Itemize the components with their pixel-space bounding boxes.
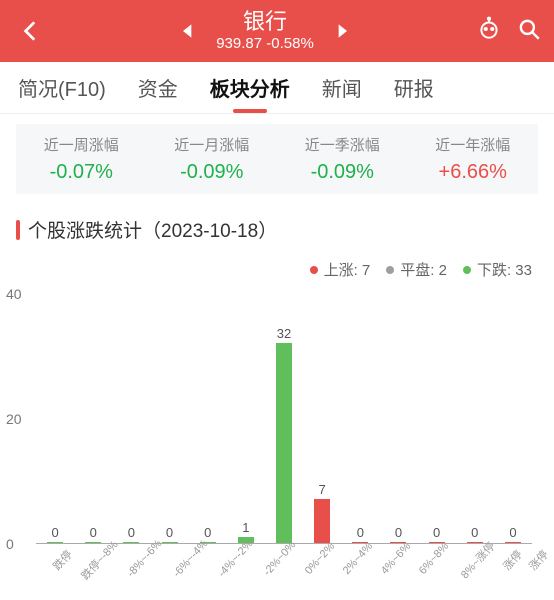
bar-chart: 0 0 0 0 0 1 32 7 0 0 bbox=[36, 286, 538, 544]
bar-value-label: 0 bbox=[128, 525, 135, 540]
bar-value-label: 0 bbox=[166, 525, 173, 540]
bar bbox=[162, 542, 178, 543]
bar-value-label: 7 bbox=[319, 482, 326, 497]
bar-col: 0 bbox=[418, 294, 456, 543]
stock-quote: 939.87 -0.58% bbox=[216, 35, 314, 53]
period-stat: 近一月涨幅 -0.09% bbox=[147, 134, 278, 184]
section-title: 个股涨跌统计（2023-10-18） bbox=[16, 216, 538, 243]
chart-x-labels: 跌停跌停~-8%-8%~-6%-6%~-4%-4%~-2%-2%~0%0%~2%… bbox=[36, 548, 538, 574]
stat-value: +6.66% bbox=[408, 161, 539, 184]
y-tick-label: 40 bbox=[6, 286, 22, 302]
stat-label: 近一月涨幅 bbox=[147, 134, 278, 155]
bar-col: 1 bbox=[227, 294, 265, 543]
bar-col: 0 bbox=[456, 294, 494, 543]
stat-label: 近一年涨幅 bbox=[408, 134, 539, 155]
bar-value-label: 0 bbox=[204, 525, 211, 540]
tab-2[interactable]: 板块分析 bbox=[194, 62, 306, 113]
legend-label: 平盘: 2 bbox=[400, 259, 447, 280]
bar-value-label: 32 bbox=[277, 326, 291, 341]
tab-0[interactable]: 简况(F10) bbox=[2, 62, 122, 113]
bar bbox=[276, 343, 292, 543]
legend-dot bbox=[310, 266, 318, 274]
robot-icon[interactable] bbox=[476, 16, 502, 47]
period-stats: 近一周涨幅 -0.07%近一月涨幅 -0.09%近一季涨幅 -0.09%近一年涨… bbox=[16, 124, 538, 194]
legend-label: 下跌: 33 bbox=[477, 259, 532, 280]
legend-item: 下跌: 33 bbox=[463, 259, 532, 280]
tab-3[interactable]: 新闻 bbox=[306, 62, 378, 113]
next-button[interactable] bbox=[314, 21, 370, 41]
stat-value: -0.07% bbox=[16, 161, 147, 184]
bar-col: 0 bbox=[341, 294, 379, 543]
chart-legend: 上涨: 7 平盘: 2 下跌: 33 bbox=[22, 259, 532, 280]
stat-value: -0.09% bbox=[277, 161, 408, 184]
stat-value: -0.09% bbox=[147, 161, 278, 184]
header-title-block: 银行 939.87 -0.58% bbox=[216, 9, 314, 53]
search-icon[interactable] bbox=[516, 16, 542, 47]
bar-col: 32 bbox=[265, 294, 303, 543]
period-stat: 近一年涨幅 +6.66% bbox=[408, 134, 539, 184]
bar-col: 0 bbox=[379, 294, 417, 543]
tab-4[interactable]: 研报 bbox=[378, 62, 450, 113]
stat-label: 近一季涨幅 bbox=[277, 134, 408, 155]
y-tick-label: 0 bbox=[6, 536, 14, 552]
bar-value-label: 1 bbox=[242, 520, 249, 535]
legend-dot bbox=[463, 266, 471, 274]
period-stat: 近一周涨幅 -0.07% bbox=[16, 134, 147, 184]
tab-bar: 简况(F10)资金板块分析新闻研报 bbox=[0, 62, 554, 114]
bar-col: 7 bbox=[303, 294, 341, 543]
prev-button[interactable] bbox=[160, 21, 216, 41]
bar-col: 0 bbox=[112, 294, 150, 543]
legend-label: 上涨: 7 bbox=[324, 259, 371, 280]
legend-item: 上涨: 7 bbox=[310, 259, 371, 280]
y-tick-label: 20 bbox=[6, 411, 22, 427]
tab-1[interactable]: 资金 bbox=[122, 62, 194, 113]
period-stat: 近一季涨幅 -0.09% bbox=[277, 134, 408, 184]
stock-name: 银行 bbox=[216, 9, 314, 35]
bar-value-label: 0 bbox=[509, 525, 516, 540]
legend-item: 平盘: 2 bbox=[386, 259, 447, 280]
legend-dot bbox=[386, 266, 394, 274]
bar-col: 0 bbox=[150, 294, 188, 543]
bar-col: 0 bbox=[494, 294, 532, 543]
stat-label: 近一周涨幅 bbox=[16, 134, 147, 155]
app-header: 银行 939.87 -0.58% bbox=[0, 0, 554, 62]
bar-col: 0 bbox=[36, 294, 74, 543]
back-button[interactable] bbox=[8, 18, 54, 44]
bar-col: 0 bbox=[74, 294, 112, 543]
bar-col: 0 bbox=[189, 294, 227, 543]
